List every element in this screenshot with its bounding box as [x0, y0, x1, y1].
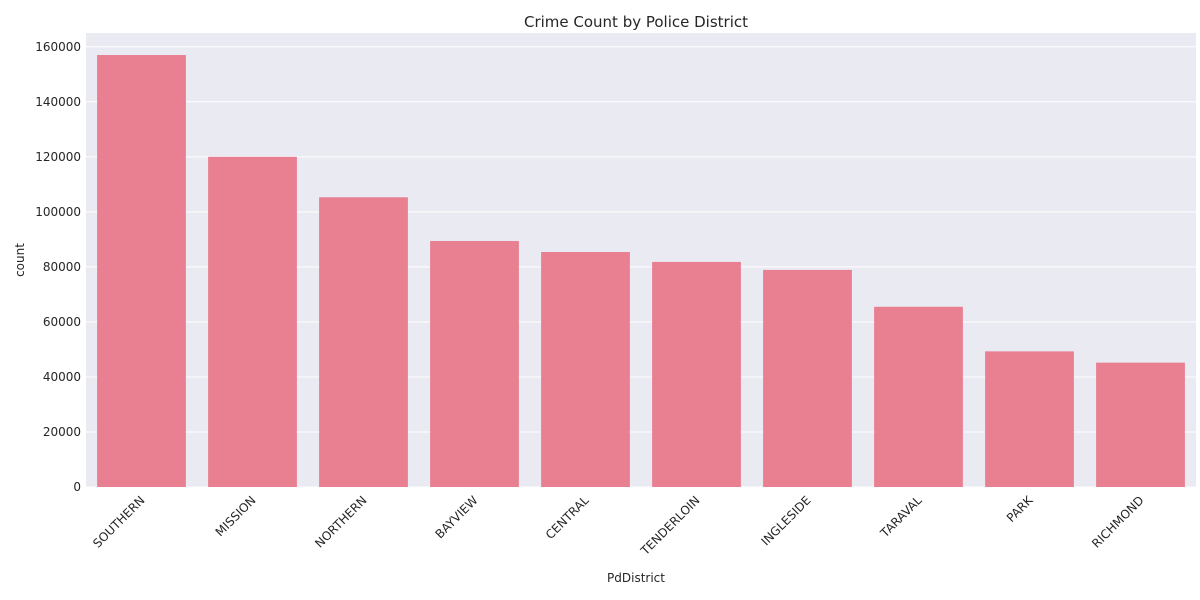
- x-axis-ticks: SOUTHERN MISSION NORTHERN BAYVIEW CENTRAL TEN…: [90, 492, 1146, 558]
- x-tick-label: INGLESIDE: [758, 493, 813, 548]
- bar-mission: [208, 156, 297, 487]
- y-axis-label: count: [13, 243, 27, 277]
- bar-ingleside: [763, 269, 852, 487]
- y-tick-label: 120000: [35, 150, 81, 164]
- bar-richmond: [1096, 362, 1185, 487]
- x-tick-label: CENTRAL: [543, 493, 592, 542]
- y-tick-label: 140000: [35, 95, 81, 109]
- x-tick-label: RICHMOND: [1089, 493, 1146, 550]
- bar-taraval: [874, 306, 963, 487]
- x-tick-label: PARK: [1004, 492, 1037, 525]
- chart-title: Crime Count by Police District: [524, 13, 748, 31]
- x-tick-label: MISSION: [213, 493, 259, 539]
- bar-park: [985, 351, 1074, 487]
- y-tick-label: 0: [73, 480, 81, 494]
- y-tick-label: 20000: [43, 425, 81, 439]
- y-tick-label: 100000: [35, 205, 81, 219]
- y-axis-ticks: 0 20000 40000 60000 80000 100000 120000 140000 1…: [35, 40, 81, 494]
- y-tick-label: 60000: [43, 315, 81, 329]
- x-axis-label: PdDistrict: [607, 571, 665, 585]
- bar-central: [541, 252, 630, 487]
- bars: [97, 55, 1185, 488]
- x-tick-label: TARAVAL: [877, 493, 925, 541]
- bar-bayview: [430, 241, 519, 487]
- x-tick-label: TENDERLOIN: [637, 493, 702, 558]
- x-tick-label: BAYVIEW: [433, 493, 481, 541]
- x-tick-label: SOUTHERN: [90, 493, 147, 550]
- y-tick-label: 80000: [43, 260, 81, 274]
- bar-tenderloin: [652, 261, 741, 487]
- y-tick-label: 40000: [43, 370, 81, 384]
- bar-northern: [319, 197, 408, 488]
- y-tick-label: 160000: [35, 40, 81, 54]
- x-tick-label: NORTHERN: [312, 493, 369, 550]
- bar-southern: [97, 55, 186, 488]
